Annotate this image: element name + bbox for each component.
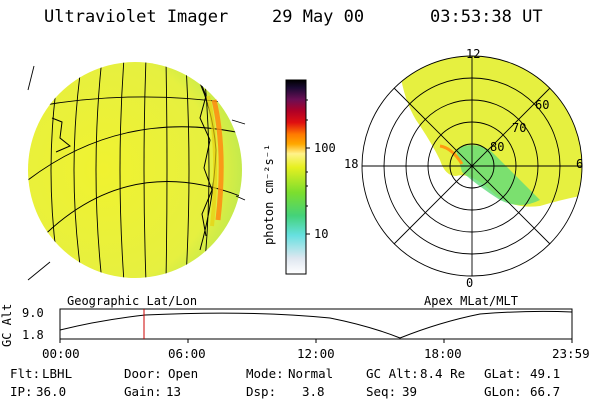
door-label: Door: bbox=[124, 366, 162, 381]
colorbar-tick-10: 10 bbox=[314, 227, 329, 241]
door-value: Open bbox=[168, 366, 199, 381]
mode-value: Normal bbox=[288, 366, 334, 381]
geographic-image bbox=[27, 62, 246, 281]
gcalt-label: GC Alt: bbox=[366, 366, 419, 381]
gain-value: 13 bbox=[166, 384, 182, 399]
seq-label: Seq: bbox=[366, 384, 397, 399]
gcalt-value: 8.4 Re bbox=[420, 366, 466, 381]
geographic-map-label: Geographic Lat/Lon bbox=[67, 294, 198, 308]
flt-label: Flt: bbox=[10, 366, 41, 381]
polar-plot bbox=[361, 55, 583, 277]
dsp-value: 3.8 bbox=[302, 384, 325, 399]
earth-disc bbox=[28, 62, 242, 278]
altitude-curve bbox=[59, 310, 573, 339]
polar-label-6: 6 bbox=[576, 157, 584, 171]
instrument-title: Ultraviolet Imager bbox=[44, 7, 229, 27]
mode-label: Mode: bbox=[246, 366, 284, 381]
altitude-xtick-3: 18:00 bbox=[424, 346, 462, 361]
polar-map-label: Apex MLat/MLT bbox=[424, 294, 518, 308]
altitude-xtick-0: 00:00 bbox=[42, 346, 80, 361]
polar-label-0: 0 bbox=[466, 276, 474, 290]
glat-label: GLat: bbox=[484, 366, 522, 381]
time-label: 03:53:38 UT bbox=[430, 7, 543, 27]
colorbar-tick-100: 100 bbox=[314, 141, 336, 155]
ip-value: 36.0 bbox=[36, 384, 67, 399]
altitude-xtick-2: 12:00 bbox=[297, 346, 335, 361]
ip-label: IP: bbox=[10, 384, 33, 399]
polar-label-80: 80 bbox=[490, 140, 505, 154]
altitude-xtick-1: 06:00 bbox=[168, 346, 206, 361]
seq-value: 39 bbox=[402, 384, 418, 399]
polar-label-18: 18 bbox=[344, 157, 359, 171]
glon-value: 66.7 bbox=[530, 384, 561, 399]
glat-value: 49.1 bbox=[530, 366, 561, 381]
date-label: 29 May 00 bbox=[272, 7, 365, 27]
color-bar bbox=[285, 79, 310, 275]
colorbar-unit-label: photon cm⁻²s⁻¹ bbox=[262, 143, 276, 245]
polar-label-12: 12 bbox=[466, 47, 481, 61]
altitude-ylabel: GC Alt bbox=[0, 303, 14, 347]
limb-glow bbox=[211, 99, 224, 221]
dsp-label: Dsp: bbox=[246, 384, 277, 399]
auroral-oval bbox=[400, 56, 582, 207]
gain-label: Gain: bbox=[124, 384, 162, 399]
glon-label: GLon: bbox=[484, 384, 522, 399]
polar-label-70: 70 bbox=[512, 121, 527, 135]
altitude-plot bbox=[59, 308, 573, 343]
altitude-ymax: 9.0 bbox=[22, 306, 44, 320]
altitude-xtick-4: 23:59 bbox=[552, 346, 590, 361]
altitude-ymin: 1.8 bbox=[22, 328, 44, 342]
flt-value: LBHL bbox=[42, 366, 73, 381]
polar-label-60: 60 bbox=[535, 98, 550, 112]
